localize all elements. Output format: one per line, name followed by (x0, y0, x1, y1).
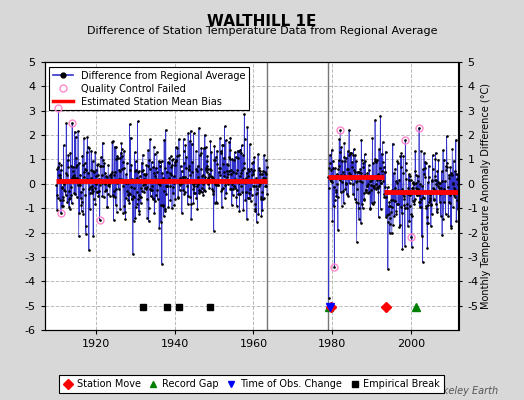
Text: WALTHILL 1E: WALTHILL 1E (208, 14, 316, 29)
Text: Difference of Station Temperature Data from Regional Average: Difference of Station Temperature Data f… (87, 26, 437, 36)
Text: Berkeley Earth: Berkeley Earth (425, 386, 498, 396)
Legend: Difference from Regional Average, Quality Control Failed, Estimated Station Mean: Difference from Regional Average, Qualit… (49, 67, 249, 110)
Y-axis label: Monthly Temperature Anomaly Difference (°C): Monthly Temperature Anomaly Difference (… (482, 83, 492, 309)
Legend: Station Move, Record Gap, Time of Obs. Change, Empirical Break: Station Move, Record Gap, Time of Obs. C… (59, 375, 444, 393)
